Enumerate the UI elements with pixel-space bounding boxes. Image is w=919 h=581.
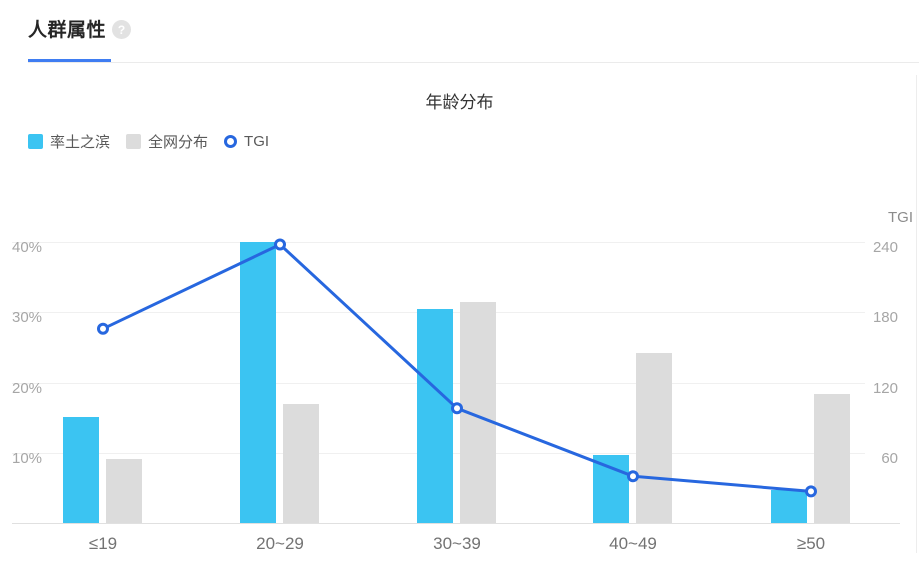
bar-primary-3[interactable] [417,308,453,523]
x-axis-line [12,523,900,524]
bar-primary-2[interactable] [240,242,276,523]
bar-benchmark-5[interactable] [814,393,850,523]
active-tab-indicator[interactable] [28,59,111,62]
legend-item-benchmark[interactable]: 全网分布 [126,131,208,152]
tab-divider [28,62,919,63]
grid-line-40% [12,242,865,244]
right-axis-tick-label: 180 [872,309,898,327]
bar-primary-1[interactable] [63,416,99,523]
help-icon[interactable]: ? [112,20,131,39]
chart-legend: 率土之滨 全网分布 TGI [28,131,269,152]
legend-square-icon [126,134,142,149]
tgi-line [101,243,813,493]
bar-benchmark-2[interactable] [283,403,319,523]
legend-label: TGI [244,133,270,150]
left-axis-tick-label: 10% [12,449,43,467]
x-axis-label-4: 40~49 [609,534,657,553]
bar-benchmark-1[interactable] [106,459,142,523]
panel-right-border [916,75,917,553]
bar-benchmark-4[interactable] [636,353,672,523]
right-axis-tick-label: 120 [872,379,898,397]
bar-primary-5[interactable] [771,490,807,523]
legend-item-tgi[interactable]: TGI [224,133,269,150]
x-axis-label-1: ≤19 [88,534,118,553]
tgi-point-1[interactable] [97,322,109,335]
legend-label: 率土之滨 [50,134,111,151]
bar-benchmark-3[interactable] [460,301,496,523]
legend-item-primary[interactable]: 率土之滨 [28,131,110,152]
right-axis-tick-label: 60 [881,449,898,467]
x-axis-label-2: 20~29 [256,534,304,553]
bar-primary-4[interactable] [593,454,629,523]
x-axis-label-3: 30~39 [433,534,481,553]
legend-label: 全网分布 [148,134,209,151]
right-axis-title: TGI [888,209,913,226]
right-axis-tick-label: 240 [872,239,898,257]
legend-square-icon [28,134,43,149]
left-axis-tick-label: 20% [12,379,43,397]
legend-circle-icon [224,135,238,148]
x-axis-label-5: ≥50 [796,534,826,553]
left-axis-tick-label: 40% [12,239,43,257]
section-title: 人群属性 [28,20,107,41]
left-axis-tick-label: 30% [12,309,43,327]
chart-title: 年龄分布 [425,93,494,112]
